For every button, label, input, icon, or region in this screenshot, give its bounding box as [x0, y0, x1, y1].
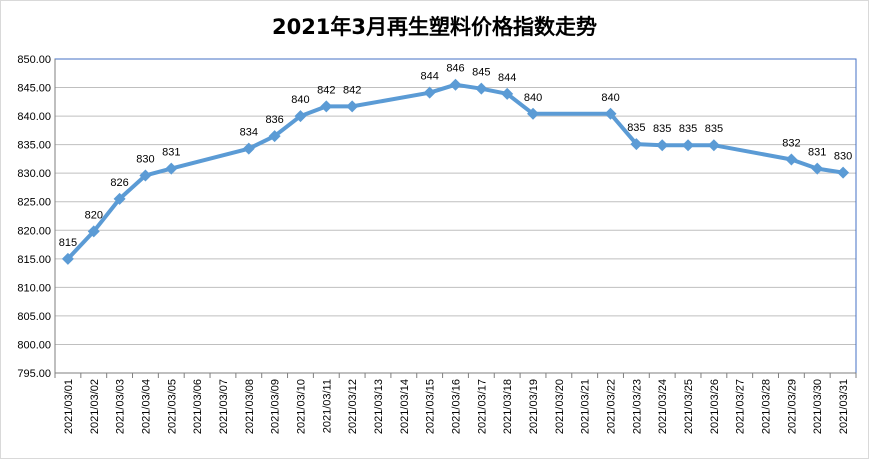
y-tick-label: 840.00: [17, 111, 51, 123]
x-tick-label: 2021/03/22: [606, 379, 618, 434]
data-label: 846: [446, 63, 464, 75]
y-tick-label: 845.00: [17, 83, 51, 95]
data-point: [423, 86, 436, 99]
x-tick-label: 2021/03/25: [683, 379, 695, 434]
x-tick-label: 2021/03/26: [709, 379, 721, 434]
x-tick-label: 2021/03/11: [321, 379, 333, 433]
x-tick-label: 2021/03/24: [657, 379, 669, 434]
data-point: [61, 252, 74, 265]
y-tick-label: 835.00: [17, 140, 51, 152]
data-point: [527, 107, 540, 120]
x-tick-label: 2021/03/28: [761, 379, 773, 434]
x-tick-label: 2021/03/05: [166, 379, 178, 434]
y-tick-label: 830.00: [17, 168, 51, 180]
data-label: 834: [240, 127, 258, 139]
data-label: 836: [265, 114, 283, 126]
data-label: 844: [498, 72, 516, 84]
data-point: [113, 192, 126, 205]
x-tick-label: 2021/03/08: [244, 379, 256, 434]
x-tick-label: 2021/03/23: [631, 379, 643, 434]
data-point: [604, 107, 617, 120]
data-label: 844: [420, 71, 438, 83]
chart-title: 2021年3月再生塑料价格指数走势: [271, 15, 598, 39]
data-point: [811, 162, 824, 175]
data-point: [87, 225, 100, 238]
data-point: [242, 142, 255, 155]
data-label: 830: [136, 153, 154, 165]
data-point: [165, 162, 178, 175]
x-tick-label: 2021/03/31: [838, 379, 850, 434]
data-label: 826: [110, 177, 128, 189]
data-point: [656, 139, 669, 152]
x-tick-label: 2021/03/02: [89, 379, 101, 434]
x-tick-label: 2021/03/07: [218, 379, 230, 434]
data-point: [475, 82, 488, 95]
data-label: 845: [472, 67, 490, 79]
x-tick-label: 2021/03/15: [425, 379, 437, 434]
plot-area-border: [54, 58, 857, 374]
x-tick-label: 2021/03/18: [502, 379, 514, 434]
x-tick-label: 2021/03/14: [399, 379, 411, 434]
y-tick-label: 795.00: [17, 368, 51, 380]
data-label: 842: [317, 84, 335, 96]
data-point: [320, 100, 333, 113]
data-point: [837, 166, 850, 179]
data-label: 835: [653, 123, 671, 135]
x-tick-label: 2021/03/13: [373, 379, 385, 434]
data-point: [630, 138, 643, 151]
series-line: [66, 82, 844, 261]
data-label: 830: [834, 151, 852, 163]
data-point: [501, 87, 514, 100]
y-tick-label: 825.00: [17, 197, 51, 209]
y-tick-label: 820.00: [17, 225, 51, 237]
data-label: 835: [627, 122, 645, 134]
data-label: 842: [343, 84, 361, 96]
data-label: 820: [85, 209, 103, 221]
data-label: 831: [162, 147, 180, 159]
x-tick-label: 2021/03/10: [295, 379, 307, 434]
data-label: 831: [808, 147, 826, 159]
x-tick-label: 2021/03/09: [270, 379, 282, 434]
x-tick-label: 2021/03/01: [63, 379, 75, 434]
data-point: [294, 110, 307, 123]
data-point: [707, 139, 720, 152]
data-label: 815: [59, 237, 77, 249]
data-label: 835: [679, 123, 697, 135]
data-point: [449, 78, 462, 91]
data-label: 840: [601, 92, 619, 104]
data-label: 840: [524, 92, 542, 104]
x-tick-label: 2021/03/16: [451, 379, 463, 434]
data-label: 840: [291, 94, 309, 106]
x-tick-label: 2021/03/19: [528, 379, 540, 434]
x-tick-label: 2021/03/20: [554, 379, 566, 434]
x-tick-label: 2021/03/12: [347, 379, 359, 434]
x-tick-label: 2021/03/03: [115, 379, 127, 434]
y-tick-label: 800.00: [17, 339, 51, 351]
x-tick-label: 2021/03/27: [735, 379, 747, 434]
x-tick-label: 2021/03/04: [140, 379, 152, 434]
y-tick-label: 805.00: [17, 311, 51, 323]
x-tick-label: 2021/03/17: [476, 379, 488, 434]
data-label: 835: [705, 123, 723, 135]
data-point: [346, 100, 359, 113]
x-tick-label: 2021/03/21: [580, 379, 592, 434]
data-point: [785, 153, 798, 166]
data-point: [682, 139, 695, 152]
x-tick-label: 2021/03/06: [192, 379, 204, 434]
x-tick-label: 2021/03/29: [786, 379, 798, 434]
y-tick-label: 850.00: [17, 54, 51, 66]
data-point: [268, 130, 281, 143]
data-point: [139, 169, 152, 182]
data-label: 832: [782, 137, 800, 149]
x-tick-label: 2021/03/30: [812, 379, 824, 434]
y-tick-label: 815.00: [17, 254, 51, 266]
y-tick-label: 810.00: [17, 282, 51, 294]
